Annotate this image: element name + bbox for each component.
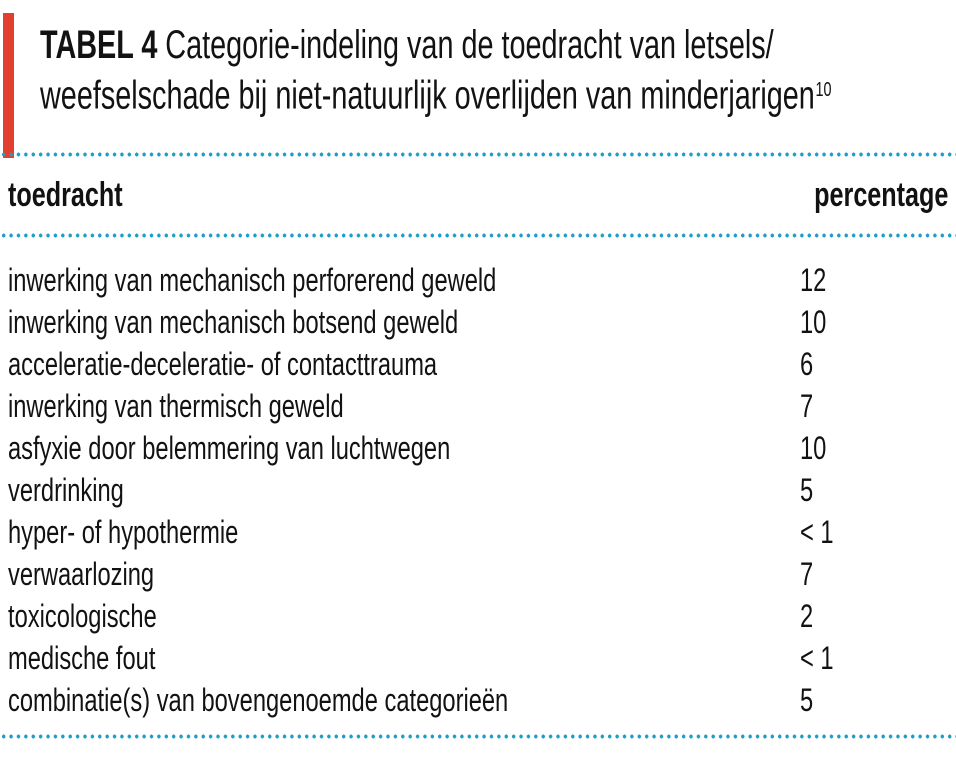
dotted-rule-bottom — [0, 734, 956, 739]
row-value: 12 — [800, 262, 827, 298]
table-row: toxicologische 2 — [0, 595, 956, 637]
row-label: asfyxie door belemmering van luchtwegen — [8, 430, 451, 466]
row-value: < 1 — [800, 514, 834, 550]
caption-text-line2: weefselschade bij niet-natuurlijk overli… — [40, 73, 815, 118]
table-row: verwaarlozing 7 — [0, 553, 956, 595]
table-row: inwerking van thermisch geweld 7 — [0, 385, 956, 427]
red-accent-bar — [3, 13, 14, 158]
table-header-row: toedracht percentage — [0, 172, 956, 218]
column-header-percentage: percentage — [813, 176, 948, 214]
table-body: inwerking van mechanisch perforerend gew… — [0, 259, 956, 721]
row-value: 7 — [800, 556, 814, 592]
table-row: inwerking van mechanisch botsend geweld … — [0, 301, 956, 343]
row-label: verwaarlozing — [8, 556, 155, 592]
table-row: hyper- of hypothermie < 1 — [0, 511, 956, 553]
row-value: 7 — [800, 388, 814, 424]
row-value: 10 — [800, 304, 827, 340]
caption-line-1: TABEL 4 Categorie-indeling van de toedrac… — [40, 23, 890, 68]
table-row: combinatie(s) van bovengenoemde categori… — [0, 679, 956, 721]
caption-text-line1: Categorie-indeling van de toedracht van … — [165, 23, 774, 67]
dotted-rule-top — [0, 152, 956, 157]
table-caption: TABEL 4 Categorie-indeling van de toedrac… — [40, 23, 890, 118]
row-value: 5 — [800, 682, 814, 718]
row-label: acceleratie-deceleratie- of contacttraum… — [8, 346, 438, 382]
row-label: inwerking van thermisch geweld — [8, 388, 344, 424]
row-label: toxicologische — [8, 598, 157, 634]
row-label: verdrinking — [8, 472, 124, 508]
table-row: medische fout < 1 — [0, 637, 956, 679]
row-value: < 1 — [800, 640, 834, 676]
row-value: 6 — [800, 346, 814, 382]
footnote-reference: 10 — [815, 79, 832, 101]
table-row: inwerking van mechanisch perforerend gew… — [0, 259, 956, 301]
row-value: 5 — [800, 472, 814, 508]
row-label: medische fout — [8, 640, 156, 676]
row-value: 2 — [800, 598, 814, 634]
table-row: acceleratie-deceleratie- of contacttraum… — [0, 343, 956, 385]
row-label: combinatie(s) van bovengenoemde categori… — [8, 682, 509, 718]
row-label: inwerking van mechanisch botsend geweld — [8, 304, 459, 340]
row-label: inwerking van mechanisch perforerend gew… — [8, 262, 497, 298]
table-row: verdrinking 5 — [0, 469, 956, 511]
caption-tag: TABEL 4 — [40, 23, 158, 67]
row-value: 10 — [800, 430, 827, 466]
table-row: asfyxie door belemmering van luchtwegen … — [0, 427, 956, 469]
row-label: hyper- of hypothermie — [8, 514, 239, 550]
dotted-rule-middle — [0, 233, 956, 238]
caption-line-2: weefselschade bij niet-natuurlijk overli… — [40, 68, 890, 118]
column-header-toedracht: toedracht — [8, 176, 123, 214]
